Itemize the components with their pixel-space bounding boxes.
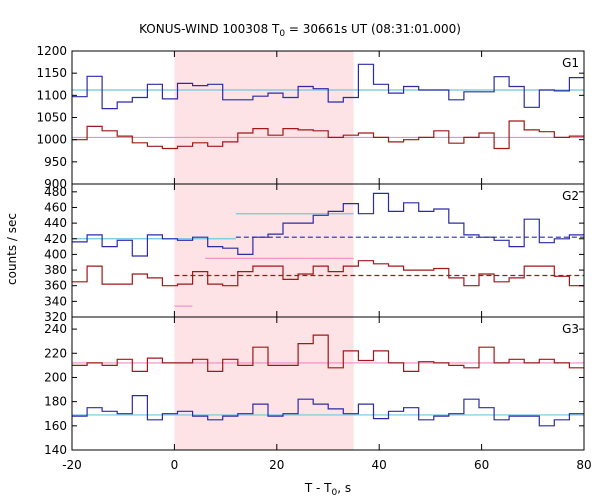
g2-series-upper	[72, 192, 584, 257]
g3-ytick-label: 180	[44, 395, 67, 409]
g2-ytick-label: 380	[44, 263, 67, 277]
xtick-label: -20	[62, 458, 82, 472]
g1-ytick-label: 1050	[36, 111, 67, 125]
g2-ytick-label: 320	[44, 310, 67, 324]
g1-series-upper	[72, 63, 584, 110]
g1-ytick-label: 900	[44, 177, 67, 191]
g1-ytick-label: 1150	[36, 66, 67, 80]
g3-series-lower	[72, 395, 584, 427]
g1-ytick-label: 1000	[36, 133, 67, 147]
g3-series-upper	[72, 334, 584, 372]
xtick-label: 0	[171, 458, 179, 472]
burst-interval-shade	[174, 51, 354, 450]
g3-ytick-label: 160	[44, 419, 67, 433]
panel-label-g3: G3	[562, 322, 579, 336]
g3-frame	[71, 316, 585, 451]
x-axis-label: T - T0, s	[304, 481, 351, 498]
g2-ytick-label: 400	[44, 247, 67, 261]
g1-ytick-label: 950	[44, 155, 67, 169]
g2-series-lower	[72, 260, 584, 287]
chart-title: KONUS-WIND 100308 T0 = 30661s UT (08:31:…	[139, 22, 461, 39]
g3-ytick-label: 200	[44, 370, 67, 384]
g3-ytick-label: 240	[44, 322, 67, 336]
g1-ytick-label: 1100	[36, 88, 67, 102]
g2-ytick-label: 460	[44, 200, 67, 214]
xtick-label: 60	[474, 458, 489, 472]
g3-ytick-label: 140	[44, 443, 67, 457]
xtick-label: 40	[372, 458, 387, 472]
panel-label-g2: G2	[562, 189, 579, 203]
g1-ytick-label: 1200	[36, 44, 67, 58]
g1-series-lower	[72, 120, 584, 150]
g2-ytick-label: 420	[44, 232, 67, 246]
xtick-label: 20	[269, 458, 284, 472]
g2-ytick-label: 360	[44, 279, 67, 293]
g2-ytick-label: 480	[44, 185, 67, 199]
xtick-label: 80	[576, 458, 591, 472]
panel-label-g1: G1	[562, 56, 579, 70]
y-axis-label: counts / sec	[5, 213, 19, 285]
g2-ytick-label: 440	[44, 216, 67, 230]
g3-ytick-label: 220	[44, 346, 67, 360]
g2-ytick-label: 340	[44, 294, 67, 308]
